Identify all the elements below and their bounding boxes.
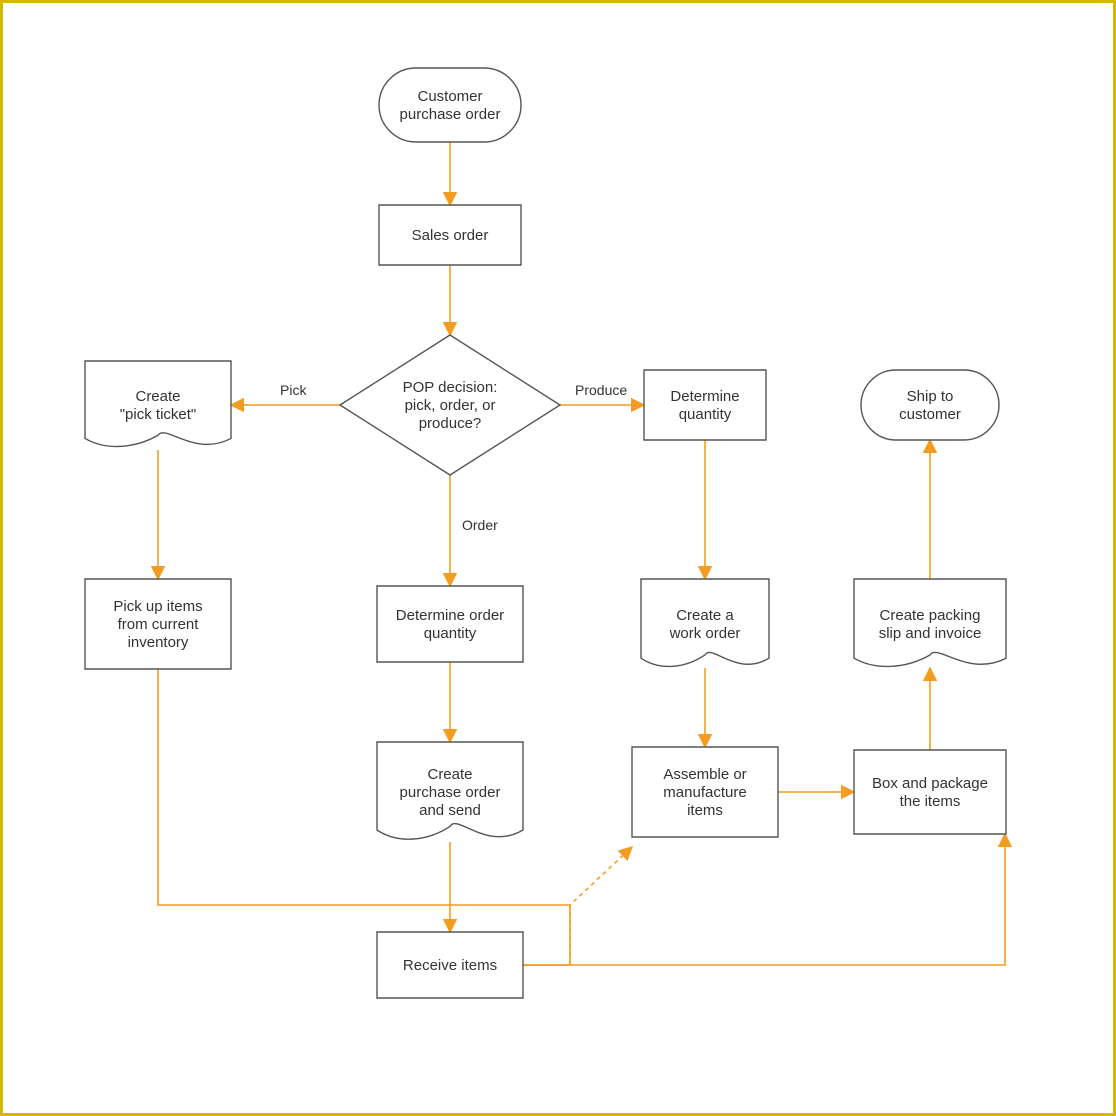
edge-label-pop-pick: Pick: [280, 382, 307, 398]
node-label-assemble: items: [687, 802, 723, 819]
flowchart-canvas: PickProduceOrderCustomerpurchase orderSa…: [0, 0, 1116, 1116]
edges: Pick Produce Order: [158, 142, 1005, 965]
node-cust: [379, 68, 521, 142]
edge-label-pop-detqty: Produce: [575, 382, 627, 398]
node-label-assemble: manufacture: [663, 784, 746, 801]
node-label-packslip: Create packing: [880, 607, 981, 624]
node-label-pop: produce?: [419, 415, 482, 432]
node-label-cpo: Create: [427, 766, 472, 783]
node-label-box: the items: [900, 793, 961, 810]
node-label-pop: POP decision:: [403, 379, 498, 396]
node-label-assemble: Assemble or: [663, 766, 746, 783]
node-label-detqty: Determine: [670, 388, 739, 405]
node-label-pick: "pick ticket": [120, 406, 197, 423]
node-label-cust: Customer: [417, 88, 482, 105]
node-label-detord: Determine order: [396, 607, 504, 624]
node-label-ship: Ship to: [907, 388, 954, 405]
node-label-workord: work order: [669, 625, 741, 642]
edge-label-pop-detord: Order: [462, 517, 498, 533]
node-ship: [861, 370, 999, 440]
node-label-cpo: and send: [419, 802, 481, 819]
node-label-workord: Create a: [676, 607, 734, 624]
node-label-packslip: slip and invoice: [879, 625, 982, 642]
edge-recv-assemble: [523, 847, 632, 965]
node-box: [854, 750, 1006, 834]
node-detord: [377, 586, 523, 662]
node-label-sales: Sales order: [412, 227, 489, 244]
node-label-cust: purchase order: [400, 106, 501, 123]
node-detqty: [644, 370, 766, 440]
node-label-detord: quantity: [424, 625, 477, 642]
node-label-pickup: inventory: [128, 634, 189, 651]
node-label-box: Box and package: [872, 775, 988, 792]
node-label-detqty: quantity: [679, 406, 732, 423]
node-label-pop: pick, order, or: [405, 397, 496, 414]
node-label-ship: customer: [899, 406, 961, 423]
node-label-pick: Create: [135, 388, 180, 405]
flowchart-frame: PickProduceOrderCustomerpurchase orderSa…: [0, 0, 1116, 1116]
edge-recv-box: [523, 834, 1005, 965]
node-label-cpo: purchase order: [400, 784, 501, 801]
node-label-pickup: from current: [118, 616, 200, 633]
node-label-pickup: Pick up items: [113, 598, 202, 615]
node-label-recv: Receive items: [403, 957, 497, 974]
nodes: Customerpurchase orderSales orderPOP dec…: [85, 68, 1006, 998]
